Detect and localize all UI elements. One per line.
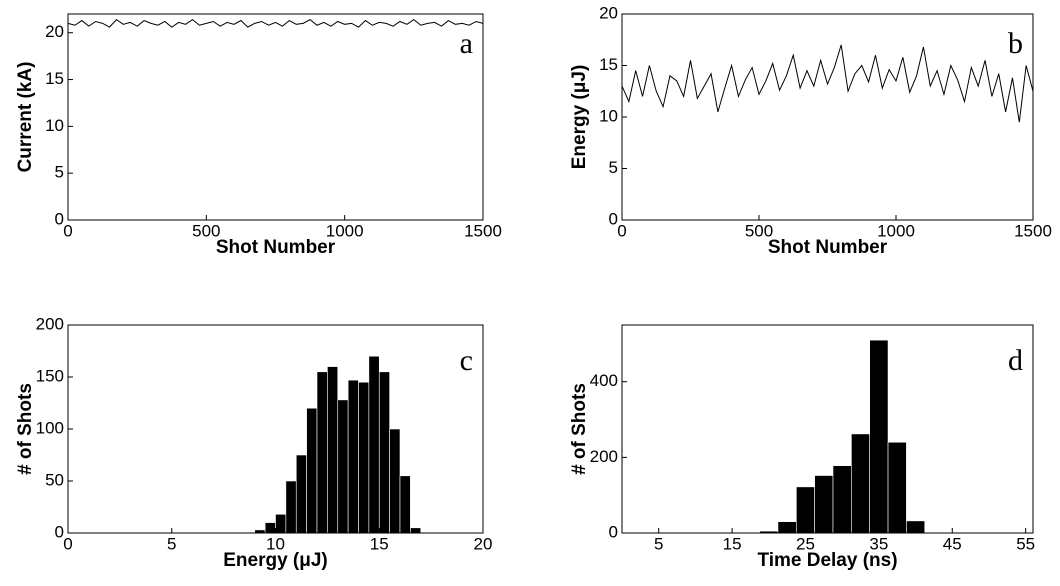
panel-letter: a xyxy=(460,27,473,60)
x-tick-label: 5 xyxy=(654,534,663,553)
panel-letter: b xyxy=(1008,27,1023,60)
y-tick-label: 5 xyxy=(55,163,64,182)
y-tick-label: 50 xyxy=(45,470,64,489)
bar xyxy=(796,486,815,534)
bar xyxy=(399,475,411,534)
data-line xyxy=(67,18,484,28)
y-tick-label: 20 xyxy=(45,22,64,41)
x-tick-label: 1000 xyxy=(326,221,364,240)
bar xyxy=(337,399,349,534)
x-tick-label: 10 xyxy=(266,534,285,553)
x-tick-label: 500 xyxy=(192,221,220,240)
bar xyxy=(378,371,390,534)
bar xyxy=(295,454,307,534)
x-tick-label: 5 xyxy=(167,534,176,553)
y-tick-label: 10 xyxy=(45,116,64,135)
panel-letter: d xyxy=(1008,344,1023,377)
y-tick-label: 100 xyxy=(36,418,64,437)
bar xyxy=(275,513,287,534)
y-tick-label: 400 xyxy=(590,371,618,390)
y-tick-label: 15 xyxy=(45,69,64,88)
x-tick-label: 15 xyxy=(370,534,389,553)
x-tick-label: 0 xyxy=(617,221,626,240)
panel-letter: c xyxy=(460,344,473,377)
y-tick-label: 0 xyxy=(609,522,618,541)
x-axis-label: Shot Number xyxy=(768,237,888,258)
axes-frame xyxy=(67,324,484,534)
y-tick-label: 20 xyxy=(599,3,618,22)
x-tick-label: 45 xyxy=(943,534,962,553)
bar xyxy=(887,441,907,534)
y-tick-label: 5 xyxy=(609,158,618,177)
x-axis-label: Shot Number xyxy=(216,237,336,258)
bar xyxy=(347,379,359,534)
y-tick-label: 10 xyxy=(599,106,618,125)
bar xyxy=(306,407,318,534)
x-axis-label: Energy (μJ) xyxy=(223,550,328,571)
x-tick-label: 20 xyxy=(474,534,493,553)
y-tick-label: 0 xyxy=(609,209,618,228)
bar xyxy=(285,480,297,534)
bar xyxy=(368,355,380,534)
bar xyxy=(851,433,871,534)
x-tick-label: 1500 xyxy=(1014,221,1052,240)
data-line xyxy=(621,44,1034,123)
x-tick-label: 0 xyxy=(63,221,72,240)
bar xyxy=(832,465,852,534)
y-tick-label: 15 xyxy=(599,55,618,74)
bar xyxy=(906,520,926,534)
bar xyxy=(777,521,797,534)
x-tick-label: 0 xyxy=(63,534,72,553)
x-tick-label: 55 xyxy=(1016,534,1035,553)
y-axis-label: # of Shots xyxy=(15,383,36,475)
axes-frame xyxy=(621,13,1034,221)
bar xyxy=(264,522,276,534)
bar xyxy=(410,527,422,534)
axes-frame xyxy=(621,324,1034,534)
y-axis-label: # of Shots xyxy=(569,383,590,475)
y-tick-label: 0 xyxy=(55,522,64,541)
y-tick-label: 200 xyxy=(590,447,618,466)
x-tick-label: 25 xyxy=(796,534,815,553)
bar xyxy=(316,371,328,534)
bar xyxy=(814,475,834,534)
x-tick-label: 500 xyxy=(745,221,773,240)
axes-frame xyxy=(67,13,484,221)
x-tick-label: 1000 xyxy=(877,221,915,240)
x-tick-label: 15 xyxy=(723,534,742,553)
x-tick-label: 35 xyxy=(869,534,888,553)
y-tick-label: 200 xyxy=(36,314,64,333)
y-tick-label: 0 xyxy=(55,209,64,228)
y-axis-label: Energy (μJ) xyxy=(569,65,590,170)
bar xyxy=(389,428,401,534)
y-axis-label: Current (kA) xyxy=(15,62,36,173)
bar xyxy=(358,381,370,534)
bar xyxy=(869,339,889,534)
bar xyxy=(327,366,339,534)
x-tick-label: 1500 xyxy=(464,221,502,240)
y-tick-label: 150 xyxy=(36,366,64,385)
x-axis-label: Time Delay (ns) xyxy=(757,550,897,571)
